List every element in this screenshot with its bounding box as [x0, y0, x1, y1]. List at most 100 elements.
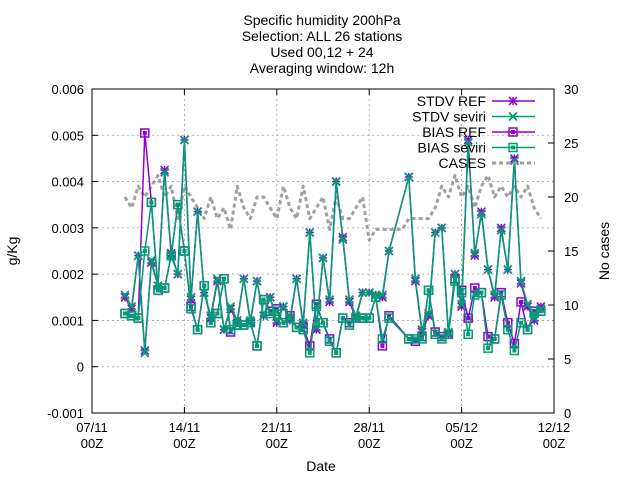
data-point: [301, 327, 306, 332]
y2-tick-label: 25: [564, 136, 578, 151]
data-point: [486, 334, 490, 339]
y-tick-label: 0.002: [51, 267, 84, 282]
data-point: [439, 334, 444, 339]
data-point: [258, 294, 269, 305]
data-point: [380, 336, 385, 341]
data-point: [525, 327, 530, 332]
y-axis-label: g/Kg: [4, 237, 20, 266]
legend-marker: [511, 145, 515, 150]
data-point: [538, 309, 543, 314]
data-point: [305, 227, 315, 238]
data-point: [456, 299, 467, 309]
data-point: [433, 332, 438, 337]
data-point: [505, 327, 510, 332]
data-point: [179, 246, 190, 256]
data-point: [522, 324, 533, 335]
legend-label: STDV seviri: [412, 109, 486, 125]
data-point: [536, 306, 546, 316]
data-point: [380, 343, 385, 348]
y2-tick-label: 15: [564, 244, 578, 259]
data-point: [351, 311, 361, 321]
data-point: [483, 331, 493, 342]
data-point: [344, 294, 355, 305]
data-point: [413, 336, 418, 341]
data-point: [519, 320, 523, 325]
y2-tick-label: 0: [564, 406, 571, 421]
data-point: [364, 313, 374, 323]
data-point: [255, 343, 259, 348]
data-point: [512, 348, 517, 353]
series-bias-seviri: [120, 197, 546, 358]
x-tick-label-hour: 00Z: [81, 436, 103, 451]
title-line: Specific humidity 200hPa: [243, 12, 400, 28]
data-point: [532, 311, 537, 316]
data-point: [212, 308, 223, 319]
data-point: [483, 264, 493, 275]
data-point: [202, 283, 207, 288]
data-point: [173, 199, 183, 210]
data-point: [307, 350, 312, 355]
data-point: [426, 288, 431, 293]
data-point: [466, 332, 471, 337]
data-point: [532, 309, 537, 314]
data-point: [499, 292, 504, 297]
legend-marker: [508, 111, 518, 122]
data-point: [140, 246, 150, 256]
data-point: [466, 316, 471, 321]
data-point: [516, 317, 526, 328]
data-point: [252, 276, 262, 286]
data-point: [215, 311, 220, 316]
x-tick-label-hour: 00Z: [450, 436, 472, 451]
data-point: [503, 324, 513, 335]
y-tick-label: 0.005: [51, 128, 84, 143]
data-point: [404, 172, 414, 182]
y-tick-label: 0: [77, 360, 84, 375]
data-point: [311, 301, 322, 312]
y-tick-label: -0.001: [47, 406, 84, 421]
data-point: [347, 323, 352, 328]
data-point: [274, 306, 279, 311]
data-point: [486, 346, 490, 351]
data-point: [195, 327, 200, 332]
data-point: [133, 313, 143, 323]
legend-label: BIAS seviri: [418, 140, 486, 156]
data-point: [453, 279, 457, 284]
data-point: [192, 324, 203, 335]
legend-label: CASES: [439, 155, 486, 171]
data-point: [314, 302, 319, 307]
data-point: [285, 313, 295, 323]
y-tick-label: 0.001: [51, 313, 84, 328]
data-point: [420, 336, 424, 341]
data-point: [252, 341, 262, 351]
data-point: [509, 345, 520, 356]
data-point: [189, 306, 193, 311]
data-point: [175, 202, 180, 207]
data-point: [443, 329, 454, 340]
data-point: [439, 336, 444, 341]
legend-marker: [508, 127, 518, 137]
data-point: [499, 290, 504, 295]
data-point: [470, 290, 480, 300]
data-point: [219, 274, 229, 284]
data-point: [340, 316, 345, 321]
data-point: [404, 334, 414, 344]
data-point: [272, 306, 282, 316]
data-point: [291, 274, 302, 284]
legend-item: BIAS REF: [422, 124, 535, 140]
data-point: [519, 299, 523, 304]
x-tick-label-hour: 00Z: [173, 436, 195, 451]
data-point: [206, 317, 216, 328]
data-point: [261, 297, 266, 302]
data-point: [384, 313, 394, 323]
data-point: [248, 320, 253, 325]
y2-axis-ticks: 0 5 10 15 20 25 30: [548, 82, 578, 421]
data-point: [120, 290, 130, 300]
data-point: [423, 285, 434, 296]
data-point: [136, 316, 141, 321]
data-point: [268, 311, 273, 316]
data-point: [126, 311, 137, 321]
data-point: [456, 287, 467, 298]
y2-tick-label: 10: [564, 298, 578, 313]
x-tick-label: 12/12: [538, 420, 571, 435]
